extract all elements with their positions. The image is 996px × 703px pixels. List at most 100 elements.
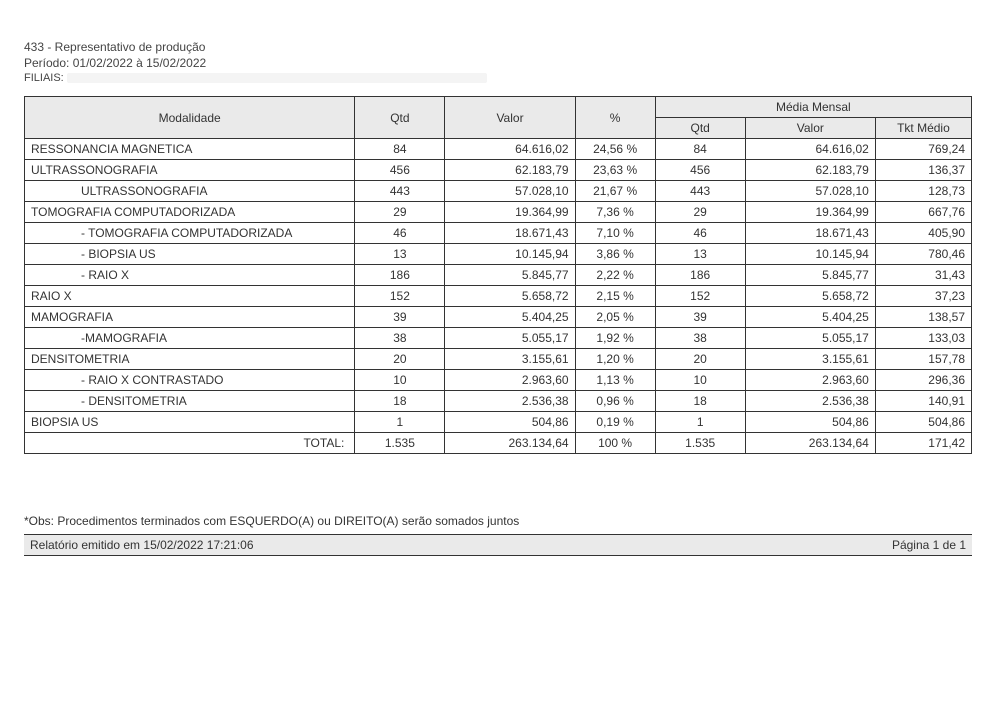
- cell-qtd: 152: [355, 286, 445, 307]
- cell-modalidade: -MAMOGRAFIA: [25, 328, 355, 349]
- cell-qtd: 13: [355, 244, 445, 265]
- cell-m-valor: 2.536,38: [745, 391, 875, 412]
- col-m-qtd: Qtd: [655, 118, 745, 139]
- modalidade-label: - BIOPSIA US: [81, 247, 156, 261]
- cell-modalidade: - BIOPSIA US: [25, 244, 355, 265]
- cell-tkt: 296,36: [875, 370, 971, 391]
- cell-tkt: 138,57: [875, 307, 971, 328]
- cell-tkt: 769,24: [875, 139, 971, 160]
- footer-page: Página 1 de 1: [892, 538, 966, 552]
- cell-qtd: 1: [355, 412, 445, 433]
- total-m-qtd: 1.535: [655, 433, 745, 454]
- cell-tkt: 667,76: [875, 202, 971, 223]
- col-qtd: Qtd: [355, 97, 445, 139]
- cell-valor: 64.616,02: [445, 139, 575, 160]
- modalidade-label: -MAMOGRAFIA: [81, 331, 167, 345]
- period-label: Período:: [24, 56, 69, 70]
- footer-emitted-value: 15/02/2022 17:21:06: [143, 538, 253, 552]
- modalidade-label: - TOMOGRAFIA COMPUTADORIZADA: [81, 226, 292, 240]
- modalidade-label: RAIO X: [31, 289, 72, 303]
- cell-tkt: 504,86: [875, 412, 971, 433]
- period-value: 01/02/2022 à 15/02/2022: [73, 56, 206, 70]
- cell-valor: 5.404,25: [445, 307, 575, 328]
- col-m-valor: Valor: [745, 118, 875, 139]
- modalidade-label: BIOPSIA US: [31, 415, 98, 429]
- cell-m-valor: 504,86: [745, 412, 875, 433]
- cell-tkt: 133,03: [875, 328, 971, 349]
- cell-m-qtd: 1: [655, 412, 745, 433]
- cell-m-qtd: 18: [655, 391, 745, 412]
- production-table: Modalidade Qtd Valor % Média Mensal Qtd …: [24, 96, 972, 454]
- cell-pct: 24,56 %: [575, 139, 655, 160]
- observation: *Obs: Procedimentos terminados com ESQUE…: [24, 514, 972, 528]
- footer-emitted-label: Relatório emitido em: [30, 538, 140, 552]
- cell-modalidade: RAIO X: [25, 286, 355, 307]
- cell-valor: 5.055,17: [445, 328, 575, 349]
- modalidade-label: ULTRASSONOGRAFIA: [81, 184, 207, 198]
- cell-m-valor: 62.183,79: [745, 160, 875, 181]
- cell-modalidade: TOMOGRAFIA COMPUTADORIZADA: [25, 202, 355, 223]
- cell-tkt: 128,73: [875, 181, 971, 202]
- cell-modalidade: BIOPSIA US: [25, 412, 355, 433]
- table-row: ULTRASSONOGRAFIA45662.183,7923,63 %45662…: [25, 160, 972, 181]
- report-code: 433 - Representativo de produção: [24, 40, 972, 54]
- cell-m-qtd: 84: [655, 139, 745, 160]
- footer-emitted: Relatório emitido em 15/02/2022 17:21:06: [30, 538, 254, 552]
- cell-m-qtd: 186: [655, 265, 745, 286]
- cell-modalidade: ULTRASSONOGRAFIA: [25, 160, 355, 181]
- table-row: TOMOGRAFIA COMPUTADORIZADA2919.364,997,3…: [25, 202, 972, 223]
- total-valor: 263.134,64: [445, 433, 575, 454]
- total-pct: 100 %: [575, 433, 655, 454]
- period-line: Período: 01/02/2022 à 15/02/2022: [24, 56, 972, 70]
- modalidade-label: - DENSITOMETRIA: [81, 394, 187, 408]
- total-tkt: 171,42: [875, 433, 971, 454]
- cell-m-valor: 64.616,02: [745, 139, 875, 160]
- cell-m-qtd: 13: [655, 244, 745, 265]
- cell-tkt: 37,23: [875, 286, 971, 307]
- table-row: - RAIO X CONTRASTADO102.963,601,13 %102.…: [25, 370, 972, 391]
- cell-valor: 5.658,72: [445, 286, 575, 307]
- cell-m-qtd: 29: [655, 202, 745, 223]
- total-qtd: 1.535: [355, 433, 445, 454]
- col-media-mensal: Média Mensal: [655, 97, 971, 118]
- cell-qtd: 38: [355, 328, 445, 349]
- cell-qtd: 20: [355, 349, 445, 370]
- filiais-label: FILIAIS:: [24, 72, 64, 84]
- modalidade-label: ULTRASSONOGRAFIA: [31, 163, 157, 177]
- modalidade-label: - RAIO X CONTRASTADO: [81, 373, 223, 387]
- filiais-redacted: [67, 73, 487, 83]
- cell-m-qtd: 20: [655, 349, 745, 370]
- cell-qtd: 443: [355, 181, 445, 202]
- cell-m-valor: 57.028,10: [745, 181, 875, 202]
- table-row: BIOPSIA US1504,860,19 %1504,86504,86: [25, 412, 972, 433]
- cell-m-valor: 3.155,61: [745, 349, 875, 370]
- cell-m-qtd: 39: [655, 307, 745, 328]
- modalidade-label: TOMOGRAFIA COMPUTADORIZADA: [31, 205, 235, 219]
- cell-valor: 18.671,43: [445, 223, 575, 244]
- modalidade-label: DENSITOMETRIA: [31, 352, 129, 366]
- col-pct: %: [575, 97, 655, 139]
- cell-qtd: 29: [355, 202, 445, 223]
- cell-m-qtd: 443: [655, 181, 745, 202]
- modalidade-label: - RAIO X: [81, 268, 129, 282]
- cell-m-valor: 5.845,77: [745, 265, 875, 286]
- cell-qtd: 39: [355, 307, 445, 328]
- cell-pct: 1,13 %: [575, 370, 655, 391]
- cell-pct: 23,63 %: [575, 160, 655, 181]
- cell-pct: 0,19 %: [575, 412, 655, 433]
- cell-m-valor: 5.055,17: [745, 328, 875, 349]
- table-row: DENSITOMETRIA203.155,611,20 %203.155,611…: [25, 349, 972, 370]
- cell-m-valor: 5.404,25: [745, 307, 875, 328]
- cell-pct: 2,05 %: [575, 307, 655, 328]
- cell-qtd: 186: [355, 265, 445, 286]
- cell-modalidade: RESSONANCIA MAGNETICA: [25, 139, 355, 160]
- cell-tkt: 157,78: [875, 349, 971, 370]
- table-row: - BIOPSIA US1310.145,943,86 %1310.145,94…: [25, 244, 972, 265]
- cell-valor: 19.364,99: [445, 202, 575, 223]
- cell-modalidade: ULTRASSONOGRAFIA: [25, 181, 355, 202]
- table-row: RESSONANCIA MAGNETICA8464.616,0224,56 %8…: [25, 139, 972, 160]
- cell-valor: 10.145,94: [445, 244, 575, 265]
- cell-pct: 2,15 %: [575, 286, 655, 307]
- cell-valor: 504,86: [445, 412, 575, 433]
- cell-valor: 5.845,77: [445, 265, 575, 286]
